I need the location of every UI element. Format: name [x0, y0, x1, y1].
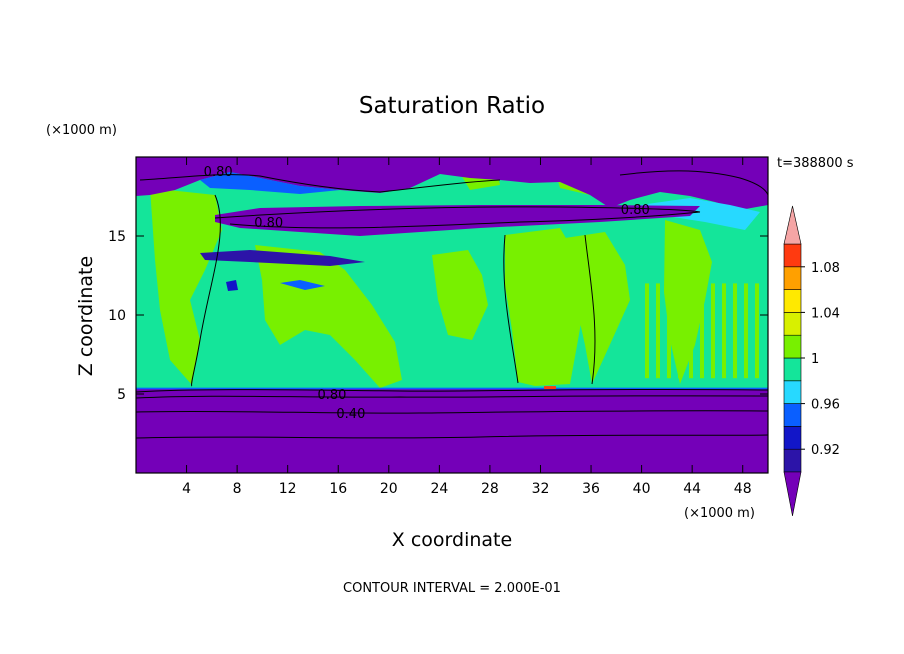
contour-label: 0.40 — [336, 407, 365, 422]
contour-labels: 0.80 0.80 0.80 0.80 0.40 — [204, 165, 650, 422]
x-tick-label: 32 — [532, 481, 550, 497]
x-tick-label: 44 — [683, 481, 701, 497]
colorbar-segment — [783, 403, 802, 427]
y-tick-label: 15 — [108, 229, 126, 245]
colorbar-segment — [783, 289, 802, 313]
colorbar-segment — [783, 266, 802, 290]
dry-streak-13km — [200, 250, 365, 266]
saturated-streak — [667, 283, 671, 379]
contour-patch-edge — [191, 194, 221, 387]
y-axis-label: Z coordinate — [75, 256, 97, 376]
saturated-streak — [744, 283, 748, 379]
filled-contours — [136, 157, 768, 473]
y-tick-label: 5 — [117, 387, 126, 403]
dry-spot — [226, 280, 238, 291]
x-tick-label: 28 — [481, 481, 499, 497]
supersaturated-patch — [505, 228, 585, 386]
saturated-streak — [656, 283, 660, 379]
contour-patch-edge — [503, 234, 519, 384]
x-tick-label: 40 — [633, 481, 651, 497]
colorbar-segment — [783, 243, 802, 268]
colorbar-tick-label: 1.04 — [811, 306, 840, 321]
saturated-streak — [711, 283, 715, 379]
x-axis-label: X coordinate — [392, 529, 512, 551]
y-unit-label: (×1000 m) — [46, 123, 117, 138]
supersaturated-patch — [432, 250, 488, 340]
chart-title: Saturation Ratio — [359, 93, 545, 119]
x-tick-label: 48 — [734, 481, 752, 497]
x-tick-label: 36 — [582, 481, 600, 497]
saturated-streak — [645, 283, 649, 379]
saturated-streak — [755, 283, 759, 379]
colorbar-over-arrow — [783, 205, 802, 245]
saturated-streak — [700, 283, 704, 379]
supersaturated-patch — [664, 220, 712, 384]
colorbar-segment — [783, 448, 802, 473]
colorbar-segment — [783, 312, 802, 336]
x-tick-label: 24 — [430, 481, 448, 497]
x-axis: 4 8 12 16 20 24 28 32 36 40 44 48 — [182, 157, 752, 497]
x-tick-label: 12 — [279, 481, 297, 497]
colorbar-segment — [783, 426, 802, 450]
y-tick-label: 10 — [108, 308, 126, 324]
y-axis: 5 10 15 — [108, 229, 768, 403]
colorbar-tick-label: 1.08 — [811, 261, 840, 276]
dry-spot — [280, 280, 325, 290]
colorbar-segment — [783, 380, 802, 404]
contour-upper-right — [619, 170, 768, 196]
colorbar-segment — [783, 357, 802, 382]
contour-lower-3 — [136, 434, 768, 439]
contour-patch-edge — [584, 234, 596, 385]
colorbar-tick-label: 0.92 — [811, 443, 840, 458]
supersaturation-maximum — [544, 386, 556, 390]
supersaturated-patch — [565, 232, 630, 384]
x-tick-label: 16 — [329, 481, 347, 497]
saturated-streak — [689, 283, 693, 379]
upper-moist-edge — [200, 172, 340, 194]
layer-boundary-strip — [136, 387, 768, 391]
colorbar: 0.92 0.96 1 1.04 1.08 — [783, 205, 840, 517]
contour-lines — [136, 170, 768, 439]
contour-band-lower — [229, 211, 701, 229]
upper-dry-layer — [136, 157, 768, 210]
contour-0-80-upper — [139, 174, 501, 193]
contour-0-40 — [136, 410, 768, 414]
saturated-streak — [722, 283, 726, 379]
saturated-streak — [733, 283, 737, 379]
contour-lower-2 — [136, 395, 768, 399]
contour-0-80-lower — [136, 388, 768, 393]
contour-label: 0.80 — [204, 165, 233, 180]
contour-interval-note: CONTOUR INTERVAL = 2.000E-01 — [343, 581, 561, 596]
colorbar-tick-label: 0.96 — [811, 398, 840, 413]
contour-0-80-band — [214, 206, 701, 219]
supersaturated-patch — [255, 245, 402, 388]
lower-dry-layer — [136, 389, 768, 473]
contour-label: 0.80 — [317, 388, 346, 403]
x-tick-label: 8 — [233, 481, 242, 497]
x-unit-label: (×1000 m) — [684, 506, 755, 521]
colorbar-segment — [783, 334, 802, 359]
x-tick-label: 4 — [182, 481, 191, 497]
supersaturated-patch — [150, 188, 222, 385]
time-label: t=388800 s — [777, 156, 854, 171]
saturated-streak — [678, 283, 682, 379]
plot-area — [136, 157, 768, 473]
contour-label: 0.80 — [621, 203, 650, 218]
contour-label: 0.80 — [254, 216, 283, 231]
x-tick-label: 20 — [380, 481, 398, 497]
colorbar-under-arrow — [783, 471, 802, 517]
colorbar-tick-label: 1 — [811, 352, 819, 367]
